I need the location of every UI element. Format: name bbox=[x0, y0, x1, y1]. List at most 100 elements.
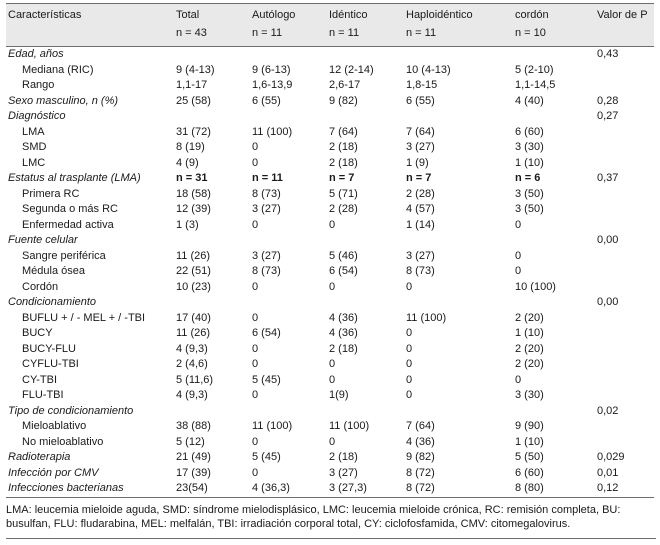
cell-value: 38 (88) bbox=[176, 420, 211, 432]
row-label: CYFLU-TBI bbox=[22, 358, 79, 370]
cell-value: 0 bbox=[406, 389, 413, 401]
table-row: Edad, años 0,43 bbox=[6, 47, 654, 63]
cell-value: 6 (54) bbox=[329, 265, 358, 277]
p-value bbox=[595, 187, 654, 203]
cell-value: 0 bbox=[406, 280, 413, 293]
row-label: Estatus al trasplante (LMA) bbox=[8, 172, 141, 184]
table-row: BUCY-FLU 4 (9,3) 0 2 (18) 0 2 (20) bbox=[6, 342, 654, 358]
cell-value: 9 (90) bbox=[515, 420, 544, 432]
cell-value: 0 bbox=[252, 435, 259, 448]
cell-value: 4 (9) bbox=[176, 156, 199, 169]
table-row: Médula ósea 22 (51) 8 (73) 6 (54) 8 (73) 0 bbox=[6, 264, 654, 280]
column-header: Valor de P bbox=[597, 9, 648, 21]
cell-value: 2 (18) bbox=[329, 141, 358, 153]
cell-value bbox=[174, 404, 250, 420]
column-header: Autólogo bbox=[252, 9, 296, 21]
cell-value: 5 (71) bbox=[329, 187, 358, 200]
cell-value: 0 bbox=[329, 373, 336, 386]
cell-value: 12 (39) bbox=[176, 203, 211, 215]
cell-value bbox=[404, 295, 513, 311]
cell-value: 8 (72) bbox=[404, 481, 513, 498]
cell-value: 3 (50) bbox=[515, 187, 544, 200]
cell-value: 1 (14) bbox=[406, 218, 435, 231]
cell-value: 6 (54) bbox=[252, 327, 281, 339]
cell-value: 0 bbox=[329, 218, 336, 231]
cell-value bbox=[513, 233, 595, 249]
row-label: Mediana (RIC) bbox=[22, 63, 94, 76]
p-value: 0,28 bbox=[597, 94, 619, 107]
cell-value: 2 (20) bbox=[515, 358, 544, 370]
cell-value: 0 bbox=[406, 342, 413, 355]
table-footnote: LMA: leucemia mieloide aguda, SMD: síndr… bbox=[6, 498, 656, 539]
column-subheader: n = 10 bbox=[513, 25, 595, 47]
cell-value: 1 (10) bbox=[515, 156, 544, 169]
column-subheader: n = 11 bbox=[250, 25, 327, 47]
row-label: Rango bbox=[22, 79, 55, 91]
row-label: Sangre periférica bbox=[22, 249, 106, 262]
cell-value: 3 (30) bbox=[515, 141, 544, 153]
cell-value: 0 bbox=[406, 327, 413, 339]
cell-value: 8 (19) bbox=[176, 141, 205, 153]
row-label: Sexo masculino, n (%) bbox=[8, 94, 119, 107]
cell-value: 0 bbox=[252, 280, 259, 293]
cell-value: 9 (4-13) bbox=[176, 63, 215, 76]
table-row: LMC 4 (9) 0 2 (18) 1 (9) 1 (10) bbox=[6, 156, 654, 172]
table-row: Diagnóstico 0,27 bbox=[6, 109, 654, 125]
table-header: Características Total Autólogo Idéntico Hapl… bbox=[6, 3, 654, 47]
p-value bbox=[595, 311, 654, 327]
row-label: Radioterapia bbox=[8, 451, 71, 463]
cell-value: 4 (36) bbox=[329, 311, 358, 324]
cell-value bbox=[513, 295, 595, 311]
cell-value: 31 (72) bbox=[176, 125, 211, 138]
table-row: Enfermedad activa 1 (3) 0 0 1 (14) 0 bbox=[6, 218, 654, 234]
cell-value: 17 (40) bbox=[176, 311, 211, 324]
row-label: Infección por CMV bbox=[8, 466, 99, 479]
cell-value: 0 bbox=[252, 218, 259, 231]
cell-value: 3 (27) bbox=[406, 141, 435, 153]
row-label: BUCY bbox=[22, 327, 53, 339]
cell-value: 2 (20) bbox=[515, 311, 544, 324]
cell-value: 10 (23) bbox=[176, 280, 211, 293]
cell-value: 3 (27,3) bbox=[327, 481, 404, 498]
table-row: Tipo de condicionamiento 0,02 bbox=[6, 404, 654, 420]
cell-value: 0 bbox=[252, 141, 259, 153]
cell-value: 0 bbox=[252, 389, 259, 401]
cell-value: 3 (50) bbox=[515, 203, 544, 215]
cell-value: 0 bbox=[515, 249, 522, 262]
cell-value: 3 (27) bbox=[406, 249, 435, 262]
column-header: Características bbox=[8, 9, 82, 21]
p-value bbox=[595, 388, 654, 404]
cell-value: 1,6-13,9 bbox=[252, 79, 293, 91]
cell-value: 25 (58) bbox=[176, 94, 211, 107]
cell-value bbox=[250, 47, 327, 63]
cell-value: 0 bbox=[329, 280, 336, 293]
cell-value bbox=[250, 295, 327, 311]
cell-value: 3 (27) bbox=[252, 203, 281, 215]
cell-value: 5 (45) bbox=[252, 373, 281, 386]
cell-value: 1,1-17 bbox=[176, 79, 208, 91]
cell-value: 9 (82) bbox=[406, 451, 435, 463]
row-label: Edad, años bbox=[8, 48, 64, 60]
column-subheader: n = 11 bbox=[404, 25, 513, 47]
cell-value: 22 (51) bbox=[176, 265, 211, 277]
p-value: 0,12 bbox=[595, 481, 654, 498]
cell-value: 2 (18) bbox=[329, 156, 358, 169]
cell-value: 6 (60) bbox=[515, 125, 544, 138]
table-row: BUCY 11 (26) 6 (54) 4 (36) 0 1 (10) bbox=[6, 326, 654, 342]
cell-value bbox=[404, 404, 513, 420]
cell-value: n = 7 bbox=[406, 172, 432, 184]
cell-value: 2 (4,6) bbox=[176, 358, 208, 370]
cell-value bbox=[327, 109, 404, 125]
cell-value: 4 (9,3) bbox=[176, 342, 208, 355]
cell-value: n = 31 bbox=[176, 172, 208, 184]
cell-value: 5 (45) bbox=[252, 451, 281, 463]
table-row: Primera RC 18 (58) 8 (73) 5 (71) 2 (28) 3 (50… bbox=[6, 187, 654, 203]
cell-value bbox=[513, 404, 595, 420]
cell-value: 6 (60) bbox=[515, 466, 544, 479]
cell-value: 21 (49) bbox=[176, 451, 211, 463]
cell-value: 11 (100) bbox=[252, 420, 293, 432]
cell-value: 5 (11,6) bbox=[176, 373, 214, 386]
column-subheader: n = 43 bbox=[174, 25, 250, 47]
row-label: No mieloablativo bbox=[22, 435, 104, 448]
table-row: Mieloablativo 38 (88) 11 (100) 11 (100) 7 (6… bbox=[6, 419, 654, 435]
